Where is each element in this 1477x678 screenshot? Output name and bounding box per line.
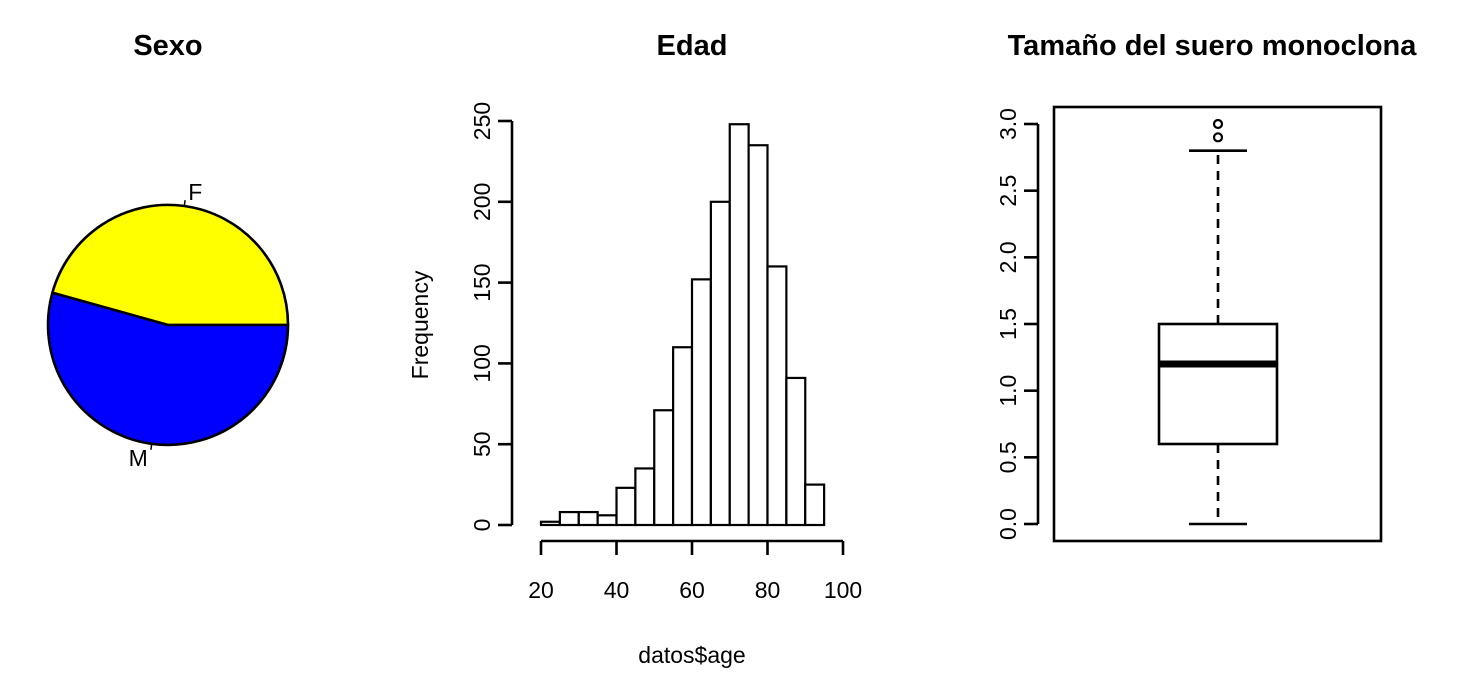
hist-bar [615,486,637,527]
hist-bar [558,510,580,527]
hist-bar [766,265,788,527]
hist-bar [747,144,769,527]
hist-bar [653,409,675,527]
pie-label-m: M [129,445,148,471]
hist-x-tick-label: 40 [604,577,630,603]
box-y-tick-label: 1.5 [995,308,1021,340]
hist-x-tick-label: 20 [528,577,554,603]
box-outlier [1212,132,1224,143]
pie-slice-m [46,291,290,447]
pie-label-tick-f [183,200,186,207]
box-iqr [1157,322,1279,446]
box-y-tick-label: 0.0 [995,508,1021,540]
hist-y-tick-label: 250 [469,102,495,140]
hist-bar [672,346,694,527]
hist-y-tick-label: 200 [469,183,495,221]
box-title: Tamaño del suero monoclona [1008,30,1418,62]
hist-y-tick-label: 150 [469,263,495,301]
hist-y-tick-label: 0 [469,519,495,532]
box-y-tick-label: 1.0 [995,375,1021,407]
hist-x-tick-label: 100 [824,577,862,603]
pie-title: Sexo [133,30,202,62]
box-y-tick-label: 3.0 [995,108,1021,140]
box-outlier [1212,118,1224,130]
hist-y-tick-label: 100 [469,344,495,382]
hist-bar [634,467,656,527]
hist-bar [728,123,750,527]
hist-bar [709,200,731,527]
hist-x-axis-label: datos$age [638,642,745,668]
hist-title: Edad [657,30,728,62]
box-y-tick-label: 0.5 [995,441,1021,473]
hist-bar [785,376,807,527]
pie-label-f: F [188,179,202,205]
hist-bar [577,510,599,527]
hist-bar [690,278,712,527]
hist-bar [539,520,561,527]
hist-bar [804,483,826,527]
hist-bar [596,514,618,527]
box-plot-frame [1052,105,1383,543]
box-y-tick-label: 2.5 [995,175,1021,207]
hist-x-tick-label: 80 [755,577,781,603]
pie-label-tick-m [150,443,153,450]
box-y-tick-label: 2.0 [995,241,1021,273]
hist-y-tick-label: 50 [469,431,495,457]
hist-x-tick-label: 60 [679,577,705,603]
hist-y-axis-label: Frequency [407,270,433,379]
